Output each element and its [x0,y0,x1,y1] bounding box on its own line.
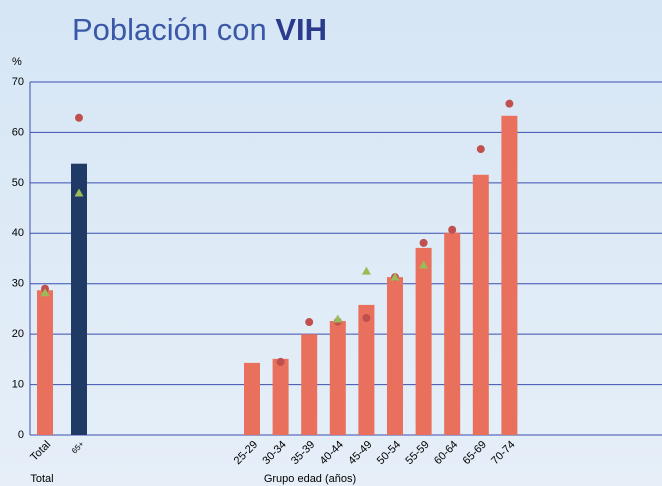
bar [501,115,518,435]
title-emphasis: VIH [275,12,327,47]
marker [74,188,84,197]
y-tick-label: 40 [12,227,24,239]
bar [472,174,489,435]
marker [362,314,371,323]
marker [276,357,285,366]
y-tick-label: 70 [12,76,24,88]
marker [390,272,400,281]
marker [75,113,83,122]
bar [444,232,461,435]
marker [305,318,314,327]
bar [358,304,375,435]
bar [71,163,87,436]
y-tick-label: 0 [18,429,24,441]
bar [37,290,53,435]
x-axis-label: Total [30,473,53,485]
bar [329,321,346,435]
marker [505,99,514,108]
bar [272,358,289,435]
bar [415,247,432,435]
marker [361,266,371,275]
marker [476,145,485,154]
bar [244,362,260,435]
marker [333,314,343,323]
chart-title: Población con VIH [72,12,327,47]
title-text: Población con [72,12,267,47]
y-tick-label: 60 [12,126,24,138]
y-tick-label: 50 [12,177,24,189]
marker [40,288,50,297]
y-axis-label: % [12,56,22,68]
marker [419,260,429,269]
y-tick-label: 10 [12,378,24,390]
bar [301,334,318,435]
marker [419,238,428,247]
x-axis-label: Grupo edad (años) [264,473,356,485]
marker [448,225,457,234]
y-tick-label: 20 [12,328,24,340]
y-tick-label: 30 [12,278,24,290]
bar [387,277,403,435]
